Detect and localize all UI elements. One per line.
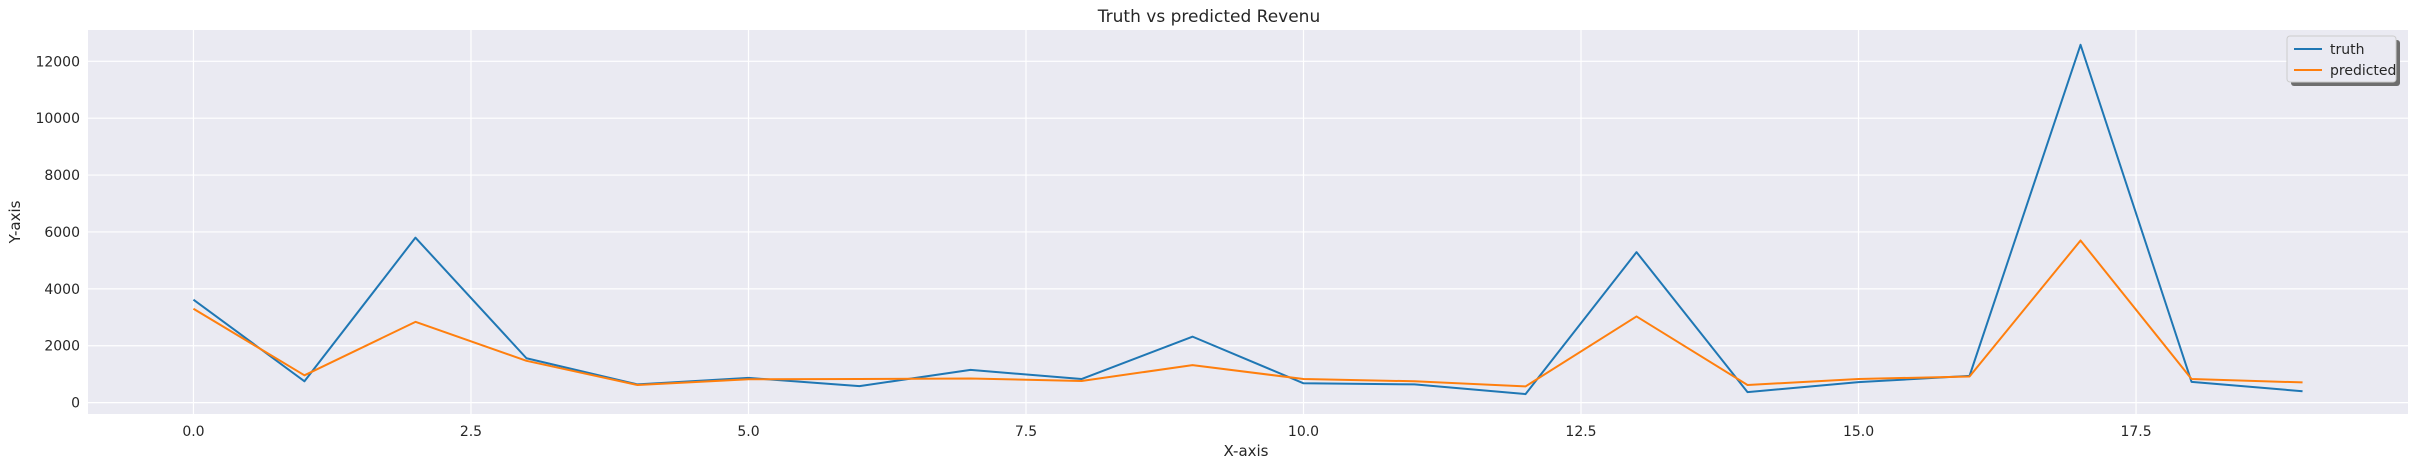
legend: truth predicted	[2286, 35, 2400, 86]
x-tick-label: 0.0	[182, 424, 204, 440]
y-tick-labels: 0 2000 4000 6000 8000 10000 12000	[35, 54, 80, 411]
legend-label-predicted: predicted	[2330, 63, 2396, 79]
legend-label-truth: truth	[2330, 42, 2364, 58]
x-gridlines	[192, 30, 2137, 414]
x-tick-label: 17.5	[2120, 424, 2151, 440]
y-tick-label: 10000	[35, 111, 80, 127]
x-tick-label: 12.5	[1565, 424, 1596, 440]
chart-title: Truth vs predicted Revenu	[1097, 7, 1320, 27]
x-tick-label: 10.0	[1288, 424, 1319, 440]
series-lines	[192, 43, 2303, 396]
series-line-predicted	[192, 239, 2303, 388]
y-tick-label: 2000	[44, 339, 80, 355]
y-tick-label: 12000	[35, 54, 80, 70]
y-axis-label: Y-axis	[6, 200, 24, 244]
y-gridlines	[88, 60, 2408, 404]
x-tick-label: 15.0	[1843, 424, 1874, 440]
x-tick-label: 5.0	[737, 424, 759, 440]
x-tick-label: 2.5	[460, 424, 482, 440]
y-tick-label: 6000	[44, 225, 80, 241]
x-tick-labels: 0.0 2.5 5.0 7.5 10.0 12.5 15.0 17.5	[182, 424, 2151, 440]
y-tick-label: 8000	[44, 168, 80, 184]
plot-area	[88, 30, 2408, 414]
x-axis-label: X-axis	[1224, 442, 1269, 460]
y-tick-label: 4000	[44, 282, 80, 298]
x-tick-label: 7.5	[1015, 424, 1037, 440]
y-tick-label: 0	[71, 396, 80, 412]
